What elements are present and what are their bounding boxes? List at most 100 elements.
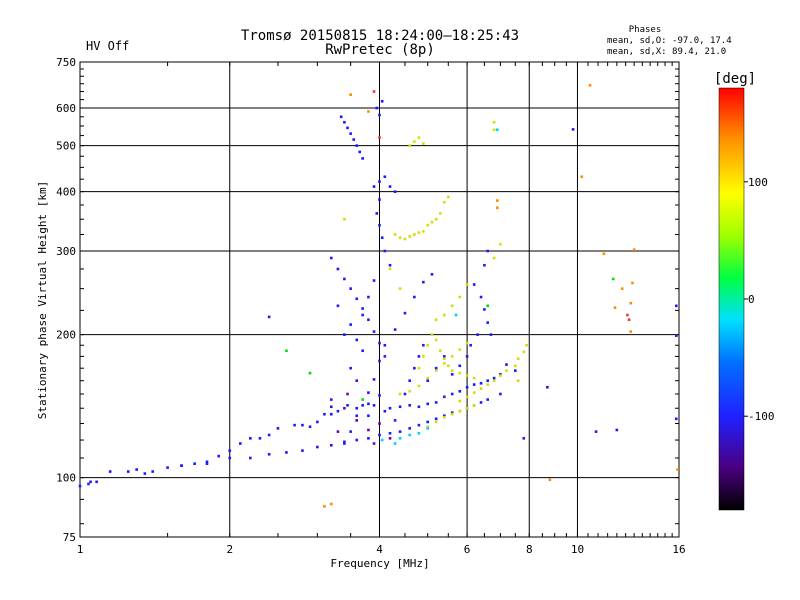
data-point [571, 128, 575, 131]
data-point [383, 175, 387, 179]
data-point [479, 387, 483, 390]
data-point [393, 328, 397, 331]
data-point [193, 462, 196, 465]
data-point [486, 304, 489, 308]
data-point [495, 128, 499, 132]
data-point [408, 404, 411, 407]
data-point [611, 277, 615, 281]
data-point [430, 272, 434, 276]
data-point [361, 307, 364, 310]
data-point [450, 355, 454, 358]
data-point [388, 406, 392, 410]
data-point [316, 445, 319, 449]
data-point [492, 376, 496, 380]
data-point [476, 333, 479, 336]
data-point [249, 437, 252, 440]
data-point [336, 430, 340, 433]
data-point [486, 321, 489, 324]
data-point [479, 295, 483, 299]
data-point [417, 405, 421, 409]
data-point [361, 313, 364, 317]
data-point [422, 355, 425, 358]
data-point [434, 401, 438, 404]
colorbar-tick-label: 100 [748, 176, 768, 189]
data-point [372, 330, 376, 333]
data-point [323, 505, 326, 508]
data-point [329, 502, 333, 506]
data-point [631, 281, 634, 285]
y-tick-label: 750 [56, 56, 76, 69]
data-point [349, 323, 352, 326]
chart-title: Tromsø 20150815 18:24:00–18:25:43 [241, 28, 519, 44]
data-point [398, 236, 402, 240]
data-point [483, 263, 486, 267]
data-point [499, 392, 502, 396]
data-point [372, 442, 376, 445]
data-point [458, 399, 462, 403]
data-point [426, 402, 430, 406]
data-point [228, 449, 232, 452]
data-point [89, 480, 92, 484]
data-point [434, 417, 438, 421]
data-point [443, 395, 446, 399]
data-point [258, 437, 262, 440]
phase-o-stats: mean, sd,O: -97.0, 17.4 [607, 36, 732, 46]
x-tick-label: 1 [77, 543, 84, 556]
data-point [443, 415, 446, 419]
data-point [372, 185, 376, 188]
data-point [380, 438, 384, 442]
data-point [398, 405, 402, 409]
data-point [443, 313, 446, 317]
data-point [78, 484, 82, 488]
data-point [486, 379, 489, 382]
data-point [674, 304, 678, 308]
x-axis-label: Frequency [MHz] [330, 557, 429, 570]
data-point [417, 136, 421, 139]
data-point [408, 235, 411, 238]
data-point [458, 409, 462, 413]
data-point [492, 128, 496, 132]
x-tick-label: 4 [376, 543, 383, 556]
data-point [426, 223, 430, 227]
data-point [95, 480, 98, 484]
data-point [355, 144, 359, 147]
data-point [393, 190, 397, 193]
data-point [346, 392, 349, 396]
data-point [674, 334, 678, 337]
data-point [627, 318, 631, 322]
y-tick-label: 200 [56, 329, 76, 342]
data-point [602, 252, 606, 256]
data-point [346, 126, 349, 130]
data-point [454, 313, 458, 317]
y-tick-label: 600 [56, 102, 76, 115]
data-point [380, 236, 384, 240]
data-point [87, 482, 90, 486]
data-point [267, 315, 271, 319]
data-point [505, 363, 508, 366]
data-point [285, 451, 288, 454]
data-point [492, 120, 496, 124]
data-point [367, 110, 370, 113]
colorbar-tick-label: -100 [748, 410, 775, 423]
data-point [108, 470, 112, 473]
data-point [426, 425, 430, 429]
data-point [403, 311, 407, 315]
data-points [78, 83, 679, 508]
data-point [393, 233, 397, 236]
data-point [166, 466, 169, 469]
data-point [479, 381, 483, 385]
data-point [349, 430, 352, 433]
minor-ticks [79, 61, 680, 537]
colorbar-tick-label: 0 [748, 293, 755, 306]
data-point [426, 343, 430, 347]
chart-subtitle: RwPretec (8p) [325, 42, 435, 58]
data-point [349, 132, 352, 135]
data-point [499, 242, 502, 246]
x-tick-label: 16 [672, 543, 685, 556]
data-point [450, 411, 454, 415]
data-point [465, 395, 469, 399]
data-point [458, 389, 462, 393]
data-point [413, 233, 416, 236]
grid-lines [80, 62, 679, 537]
data-point [465, 355, 469, 358]
